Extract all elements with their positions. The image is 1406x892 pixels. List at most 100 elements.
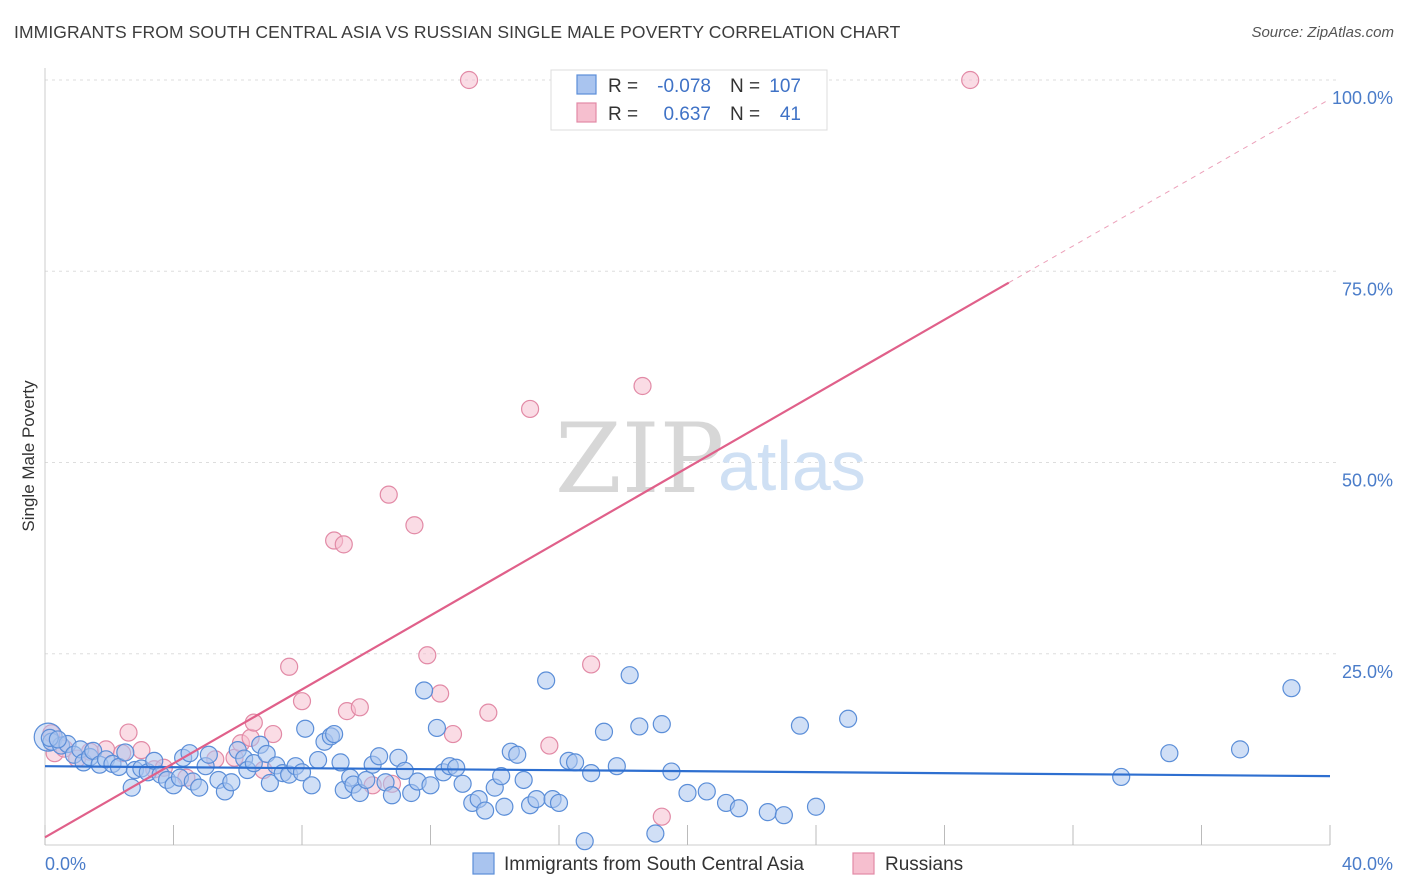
trend-lines (44, 98, 1331, 839)
immigrants-point-65 (427, 718, 447, 738)
immigrants-point-105 (1160, 744, 1179, 763)
russians-point-17 (263, 724, 283, 744)
gridlines (45, 79, 1338, 655)
immigrants-point-48 (325, 724, 344, 744)
stats-swatch-pink (576, 102, 597, 123)
immigrants-point-37 (260, 773, 279, 793)
russians-point-36 (633, 376, 652, 396)
immigrants-point-63 (414, 681, 434, 700)
stats-n-value-pink: 41 (780, 104, 801, 125)
russians-trend-extension (1008, 98, 1331, 284)
russians-point-33 (520, 399, 540, 419)
immigrants-point-103 (839, 709, 858, 728)
stats-r-label-pink: R = (608, 104, 638, 125)
legend-label-immigrants: Immigrants from South Central Asia (504, 854, 804, 875)
watermark-zip: ZIP (555, 403, 724, 515)
y-tick-labels: 25.0% 50.0% 75.0% 100.0% (1332, 88, 1393, 682)
russians-point-18 (280, 657, 299, 676)
stats-n-value-blue: 107 (769, 76, 801, 97)
immigrants-point-101 (790, 716, 810, 735)
source-credit: Source: ZipAtlas.com (1251, 24, 1394, 41)
immigrants-points (33, 666, 1301, 851)
immigrants-point-43 (296, 719, 315, 738)
russians-point-32 (479, 703, 498, 722)
immigrants-point-44 (302, 776, 321, 795)
russians-point-30 (443, 724, 463, 744)
stats-n-label-blue: N = (730, 76, 760, 97)
russians-trend-line (44, 281, 1010, 839)
russians-point-19 (292, 692, 312, 711)
immigrants-point-49 (331, 753, 350, 772)
russians-point-34 (540, 736, 559, 755)
immigrants-point-93 (652, 715, 671, 734)
immigrants-point-45 (308, 750, 328, 770)
immigrants-point-75 (495, 797, 514, 816)
axes (44, 68, 1331, 846)
immigrants-point-99 (758, 803, 777, 822)
immigrants-point-69 (453, 774, 472, 793)
russians-point-6 (119, 723, 138, 742)
immigrants-point-87 (582, 763, 601, 783)
immigrants-point-83 (549, 793, 569, 813)
immigrants-point-25 (190, 778, 209, 797)
russians-point-28 (418, 646, 437, 665)
watermark-atlas: atlas (718, 427, 866, 505)
immigrants-point-85 (565, 753, 585, 772)
russians-point-23 (350, 698, 369, 717)
russians-point-27 (405, 516, 424, 535)
immigrants-point-78 (514, 770, 533, 790)
immigrants-point-88 (594, 722, 614, 741)
x-tick-label-start: 0.0% (45, 854, 86, 874)
immigrants-point-104 (1112, 767, 1131, 787)
immigrants-point-56 (370, 747, 389, 766)
immigrants-point-96 (697, 782, 716, 801)
immigrants-point-60 (395, 761, 414, 780)
immigrants-point-81 (537, 671, 556, 690)
stats-r-value-pink: 0.637 (663, 104, 711, 125)
stats-legend: R = -0.078 N = 107 R = 0.637 N = 41 (550, 69, 828, 131)
immigrants-point-107 (1282, 679, 1301, 698)
immigrants-point-106 (1230, 740, 1250, 759)
series-legend: Immigrants from South Central Asia Russi… (472, 852, 963, 875)
russians-point-37 (652, 807, 671, 826)
russians-point-39 (961, 70, 980, 90)
immigrants-point-109 (48, 730, 67, 749)
immigrants-point-100 (774, 806, 793, 825)
immigrants-point-30 (222, 773, 241, 792)
immigrants-point-12 (116, 743, 135, 762)
immigrants-point-72 (476, 801, 495, 820)
immigrants-point-68 (447, 758, 466, 777)
y-tick-label-1: 50.0% (1342, 471, 1393, 491)
legend-swatch-immigrants (472, 852, 495, 875)
immigrants-point-54 (357, 770, 376, 790)
x-tick-labels: 0.0% 40.0% (45, 854, 1393, 874)
russians-point-31 (459, 70, 479, 90)
y-tick-label-0: 25.0% (1342, 662, 1393, 682)
immigrants-point-98 (729, 799, 749, 818)
immigrants-point-64 (421, 776, 440, 795)
russians-point-29 (431, 684, 450, 703)
y-tick-label-2: 75.0% (1342, 279, 1393, 299)
legend-label-russians: Russians (885, 854, 963, 875)
russians-point-25 (379, 485, 398, 504)
stats-r-label-blue: R = (608, 76, 638, 97)
russians-point-35 (582, 655, 601, 674)
immigrants-point-102 (806, 797, 826, 816)
stats-swatch-blue (576, 74, 597, 95)
immigrants-point-77 (508, 745, 527, 764)
stats-r-value-blue: -0.078 (657, 76, 711, 97)
immigrants-point-89 (607, 757, 626, 776)
immigrants-point-91 (630, 717, 649, 736)
stats-n-label-pink: N = (730, 104, 760, 125)
x-tick-label-end: 40.0% (1342, 854, 1393, 874)
immigrants-point-27 (199, 745, 218, 764)
immigrants-trend-line (44, 765, 1331, 778)
immigrants-point-58 (382, 786, 402, 805)
legend-swatch-russians (852, 852, 875, 875)
immigrants-point-95 (678, 783, 697, 803)
y-tick-label-3: 100.0% (1332, 88, 1393, 108)
immigrants-point-80 (527, 789, 546, 809)
chart-title: IMMIGRANTS FROM SOUTH CENTRAL ASIA VS RU… (14, 22, 901, 42)
immigrants-point-92 (646, 824, 665, 843)
